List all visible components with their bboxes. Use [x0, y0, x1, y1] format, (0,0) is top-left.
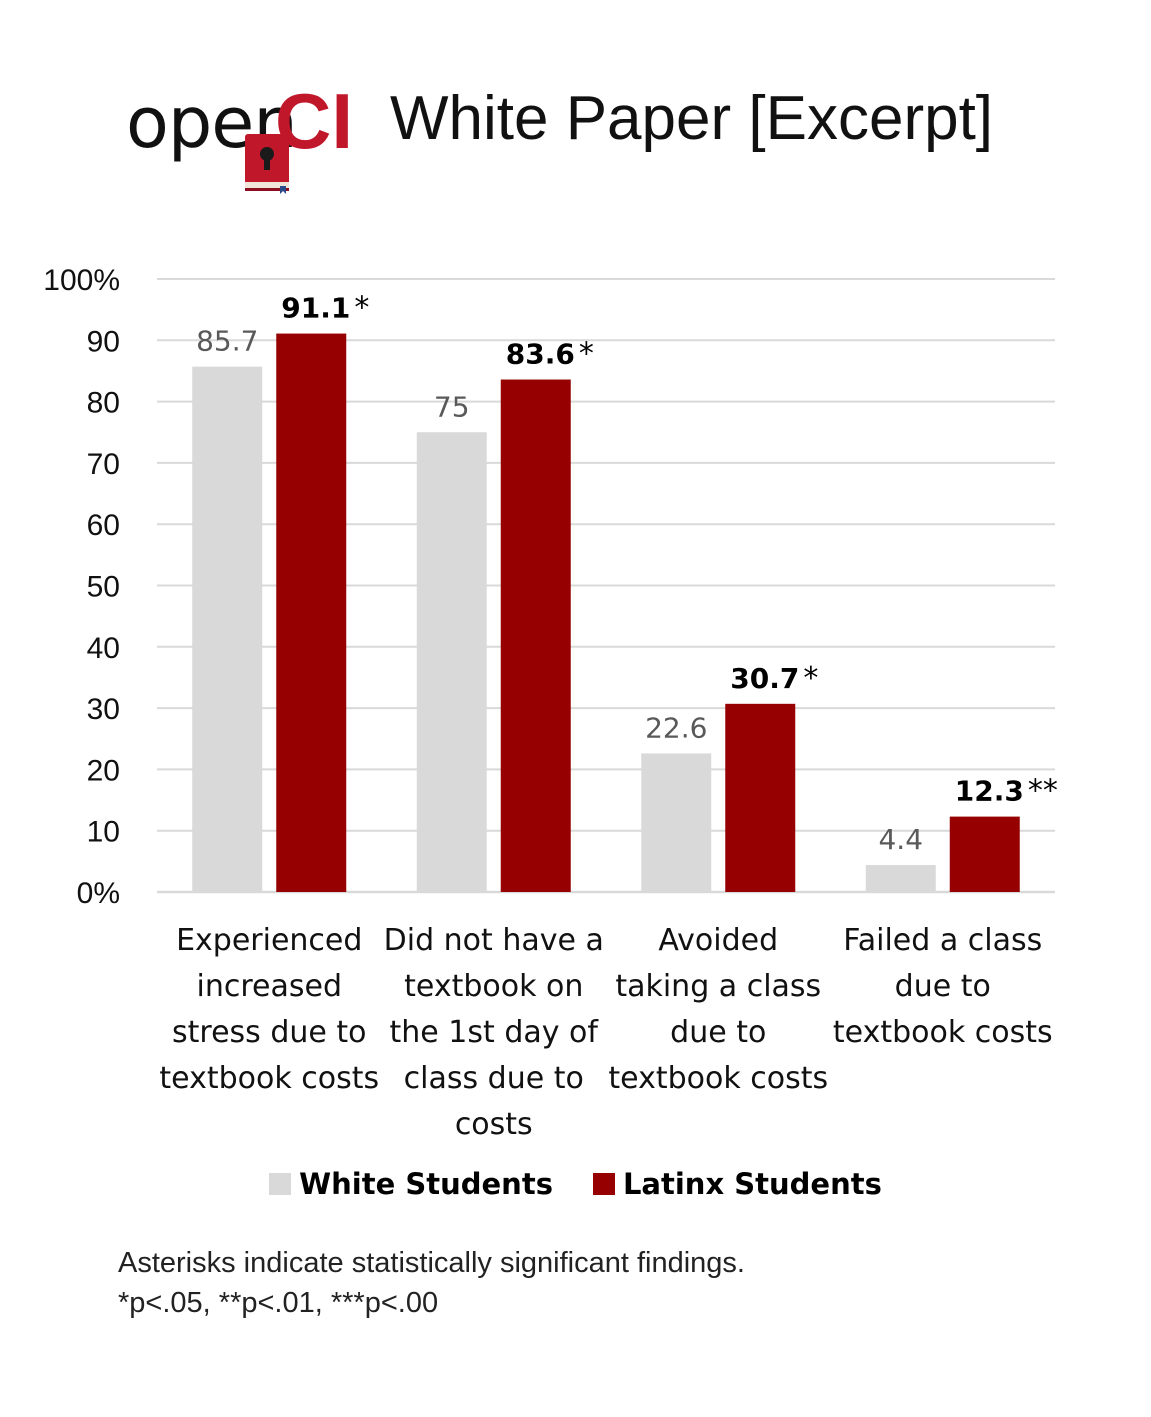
- value-label-white: 22.6: [645, 711, 707, 744]
- x-category-label-line: taking a class: [615, 969, 822, 1004]
- x-category-label-line: textbook costs: [608, 1061, 829, 1096]
- legend-label-latinx: Latinx Students: [622, 1167, 882, 1201]
- x-category-label-line: Experienced: [176, 923, 363, 958]
- value-label-white: 85.7: [196, 325, 258, 358]
- x-category-label-line: class due to: [403, 1061, 584, 1096]
- legend-item-latinx: Latinx Students: [592, 1167, 882, 1201]
- value-labels: 85.7 91.1 * 75 83.6 * 22.6 30.7 * 4.4 12.3 **: [196, 291, 1058, 856]
- legend-item-white: White Students: [269, 1167, 553, 1201]
- x-category-label-line: textbook costs: [159, 1061, 380, 1096]
- bar-white-students: [641, 753, 712, 892]
- book-lock-icon: [245, 134, 289, 194]
- significance-mark: *: [579, 337, 594, 372]
- significance-mark: *: [803, 661, 818, 696]
- x-category-label-line: due to: [670, 1015, 767, 1050]
- y-tick-label: 10: [87, 816, 120, 849]
- x-category-label-line: increased: [196, 969, 343, 1004]
- bar-latinx-students: [276, 333, 347, 892]
- footnote-line-2: *p<.05, **p<.01, ***p<.00: [118, 1287, 439, 1319]
- footnote: Asterisks indicate statistically signifi…: [118, 1243, 745, 1323]
- value-label-latinx: 30.7 *: [730, 661, 818, 696]
- header: open CI White Paper [Excerpt]: [0, 60, 1151, 210]
- bar-latinx-students: [949, 816, 1020, 892]
- x-category-label-line: the 1st day of: [389, 1015, 598, 1050]
- y-tick-label: 80: [87, 387, 120, 420]
- x-category-label-line: due to: [894, 969, 991, 1004]
- y-tick-label: 50: [87, 571, 120, 604]
- legend-swatch-latinx: [592, 1173, 615, 1195]
- x-category-label: Experienced increased stress due to textboo…: [149, 918, 389, 1102]
- bar-white-students: [865, 865, 936, 892]
- x-category-label-line: textbook on: [404, 969, 584, 1004]
- y-tick-label: 40: [87, 632, 120, 665]
- bar-latinx-students: [725, 703, 796, 892]
- value-label-white: 4.4: [878, 823, 923, 856]
- bar-white-students: [192, 366, 263, 892]
- x-category-label: Avoided taking a class due to textbook cost…: [598, 918, 838, 1102]
- value-label-latinx: 91.1 *: [281, 291, 369, 326]
- y-axis-ticks: 0% 10 20 30 40 50 60 70 80 90 100%: [43, 264, 120, 910]
- value-label-latinx: 12.3 **: [955, 774, 1058, 809]
- y-tick-label: 90: [87, 325, 120, 358]
- x-category-label: Failed a class due to textbook costs: [823, 918, 1063, 1056]
- significance-mark: **: [1028, 774, 1058, 809]
- y-tick-label: 30: [87, 693, 120, 726]
- x-category-label: Did not have a textbook on the 1st day of c…: [374, 918, 614, 1148]
- legend-swatch-white: [269, 1173, 292, 1195]
- bar-latinx-students: [500, 379, 571, 893]
- significance-mark: *: [354, 291, 369, 326]
- legend-label-white: White Students: [299, 1167, 553, 1201]
- x-category-label-line: textbook costs: [832, 1015, 1053, 1050]
- bar-white-students: [416, 432, 487, 892]
- value-label-white: 75: [434, 390, 470, 423]
- y-tick-label: 0%: [77, 877, 120, 910]
- value-label-latinx: 83.6 *: [506, 337, 594, 372]
- y-tick-label: 20: [87, 754, 120, 787]
- x-category-label-line: Did not have a: [383, 923, 604, 958]
- x-category-label-line: Failed a class: [843, 923, 1043, 958]
- page-title: White Paper [Excerpt]: [390, 84, 994, 153]
- x-category-label-line: stress due to: [172, 1015, 367, 1050]
- y-tick-label: 60: [87, 509, 120, 542]
- bars: [192, 333, 1020, 893]
- legend: White Students Latinx Students: [0, 1162, 1151, 1206]
- footnote-line-1: Asterisks indicate statistically signifi…: [118, 1247, 745, 1279]
- y-tick-label: 100%: [43, 264, 120, 297]
- x-category-label-line: Avoided: [658, 923, 779, 958]
- y-tick-label: 70: [87, 448, 120, 481]
- x-category-label-line: costs: [454, 1107, 533, 1142]
